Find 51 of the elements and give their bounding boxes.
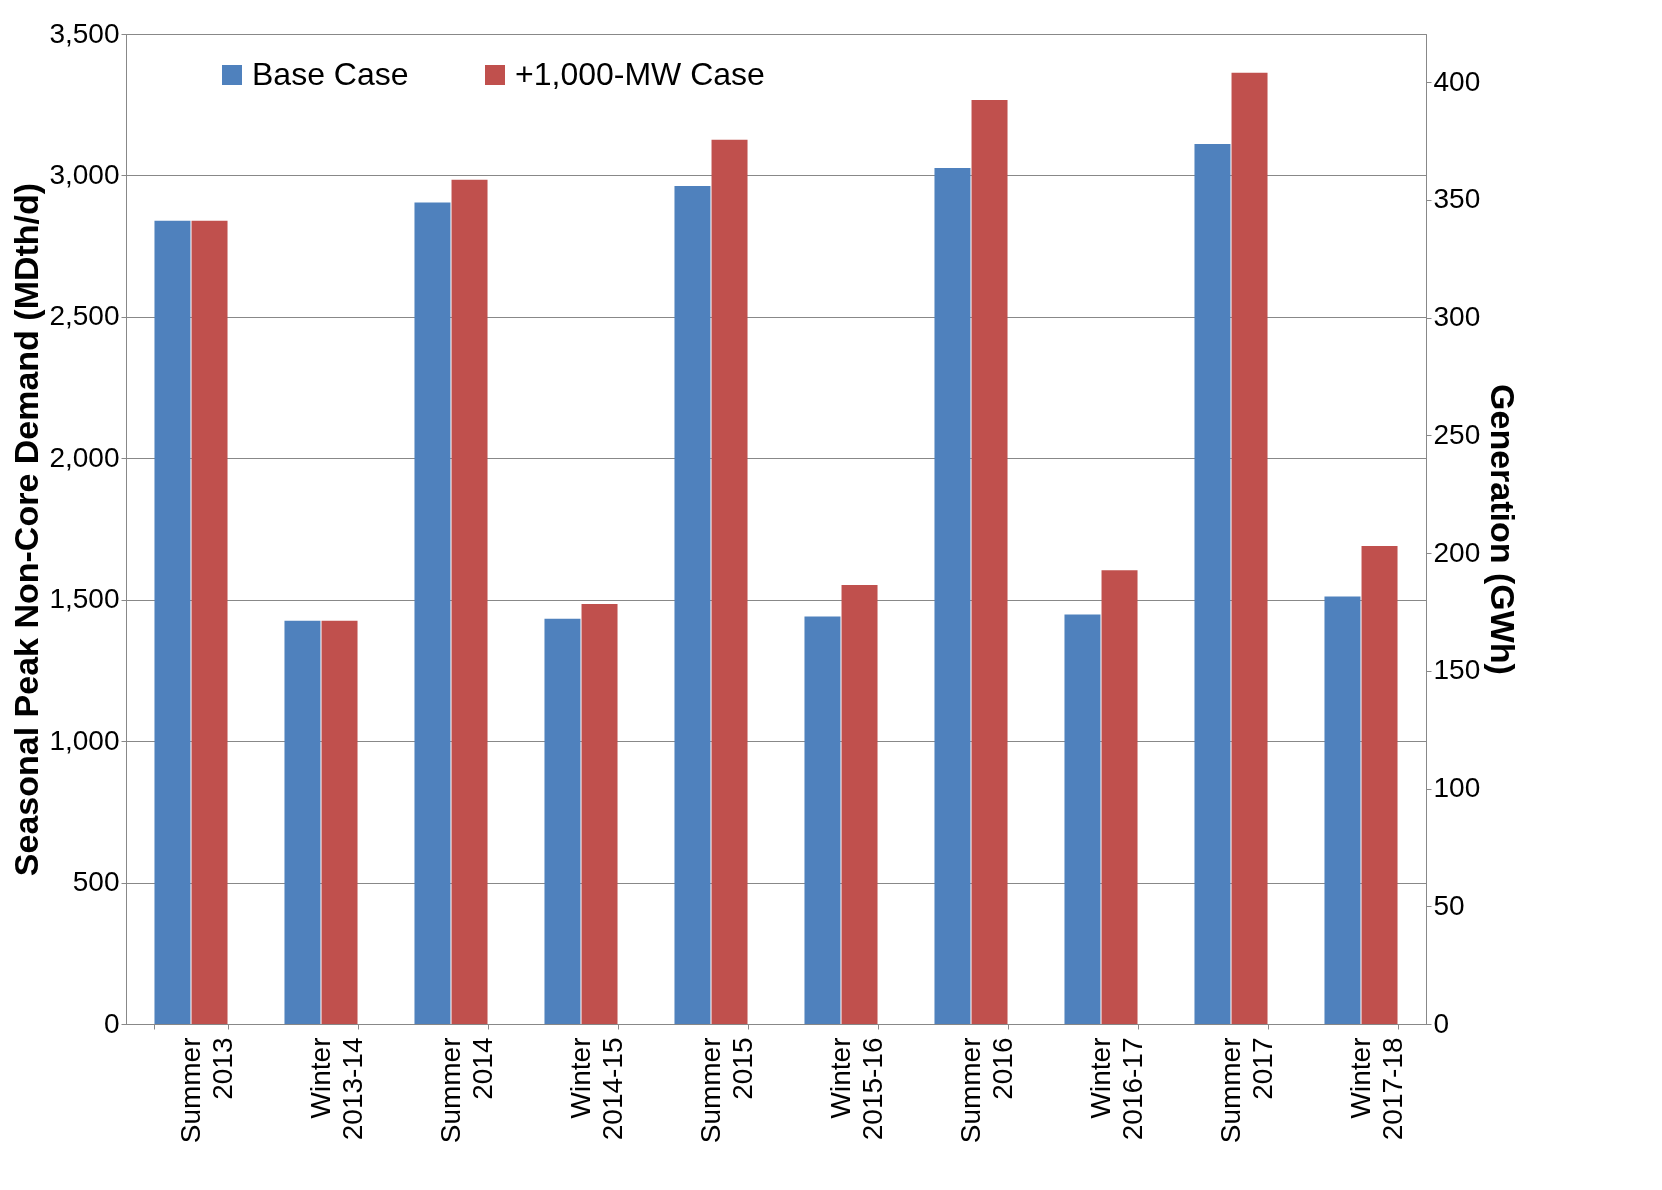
x-tick-label: Winter 2014-15: [564, 1037, 628, 1141]
bar: [414, 202, 451, 1024]
bar: [1101, 570, 1138, 1024]
bar: [971, 99, 1008, 1024]
y2-axis-title: Generation (GWh): [1484, 384, 1523, 675]
x-tick-label: Summer 2016: [954, 1037, 1018, 1144]
x-tick-label: Winter 2015-16: [824, 1037, 888, 1141]
bar: [191, 220, 228, 1024]
y-tick-label: 3,000: [49, 158, 120, 190]
bar: [841, 585, 878, 1024]
bar: [1231, 72, 1268, 1024]
y2-tick-label: 200: [1433, 536, 1481, 568]
y2-tick-label: 100: [1433, 772, 1481, 804]
y2-tick-label: 300: [1433, 301, 1481, 333]
bar: [581, 603, 618, 1024]
bar: [1361, 545, 1398, 1024]
y2-tick-label: 50: [1433, 889, 1465, 921]
legend-label: +1,000-MW Case: [515, 56, 765, 92]
bar: [451, 179, 488, 1024]
bar: [674, 185, 711, 1024]
bar: [804, 616, 841, 1024]
bar: [284, 620, 321, 1024]
y-axis-title: Seasonal Peak Non-Core Demand (MDth/d): [7, 182, 46, 877]
bar: [934, 168, 971, 1024]
y-tick-label: 2,000: [49, 441, 120, 473]
y-tick-label: 0: [103, 1007, 120, 1039]
y-tick-label: 500: [72, 866, 120, 898]
x-tick-label: Summer 2017: [1214, 1037, 1278, 1144]
bar: [711, 139, 748, 1024]
x-tick-label: Summer 2013: [174, 1037, 238, 1144]
bar: [321, 620, 358, 1024]
x-tick-label: Winter 2016-17: [1084, 1037, 1148, 1141]
y-tick-label: 3,500: [49, 17, 120, 49]
bar: [154, 220, 191, 1024]
y2-tick-label: 350: [1433, 183, 1481, 215]
legend-label: Base Case: [252, 56, 409, 92]
y2-tick-label: 400: [1433, 65, 1481, 97]
bar: [1194, 144, 1231, 1024]
bar: [544, 618, 581, 1024]
y-tick-label: 2,500: [49, 300, 120, 332]
x-tick-label: Winter 2017-18: [1344, 1037, 1408, 1141]
bar: [1064, 614, 1101, 1024]
x-tick-label: Winter 2013-14: [304, 1037, 368, 1141]
y-tick-label: 1,500: [49, 583, 120, 615]
bar: [1324, 596, 1361, 1024]
y-tick-label: 1,000: [49, 724, 120, 756]
x-tick-label: Summer 2015: [694, 1037, 758, 1144]
y2-tick-label: 0: [1433, 1007, 1450, 1039]
y2-tick-label: 150: [1433, 654, 1481, 686]
x-tick-label: Summer 2014: [434, 1037, 498, 1144]
y2-tick-label: 250: [1433, 418, 1481, 450]
